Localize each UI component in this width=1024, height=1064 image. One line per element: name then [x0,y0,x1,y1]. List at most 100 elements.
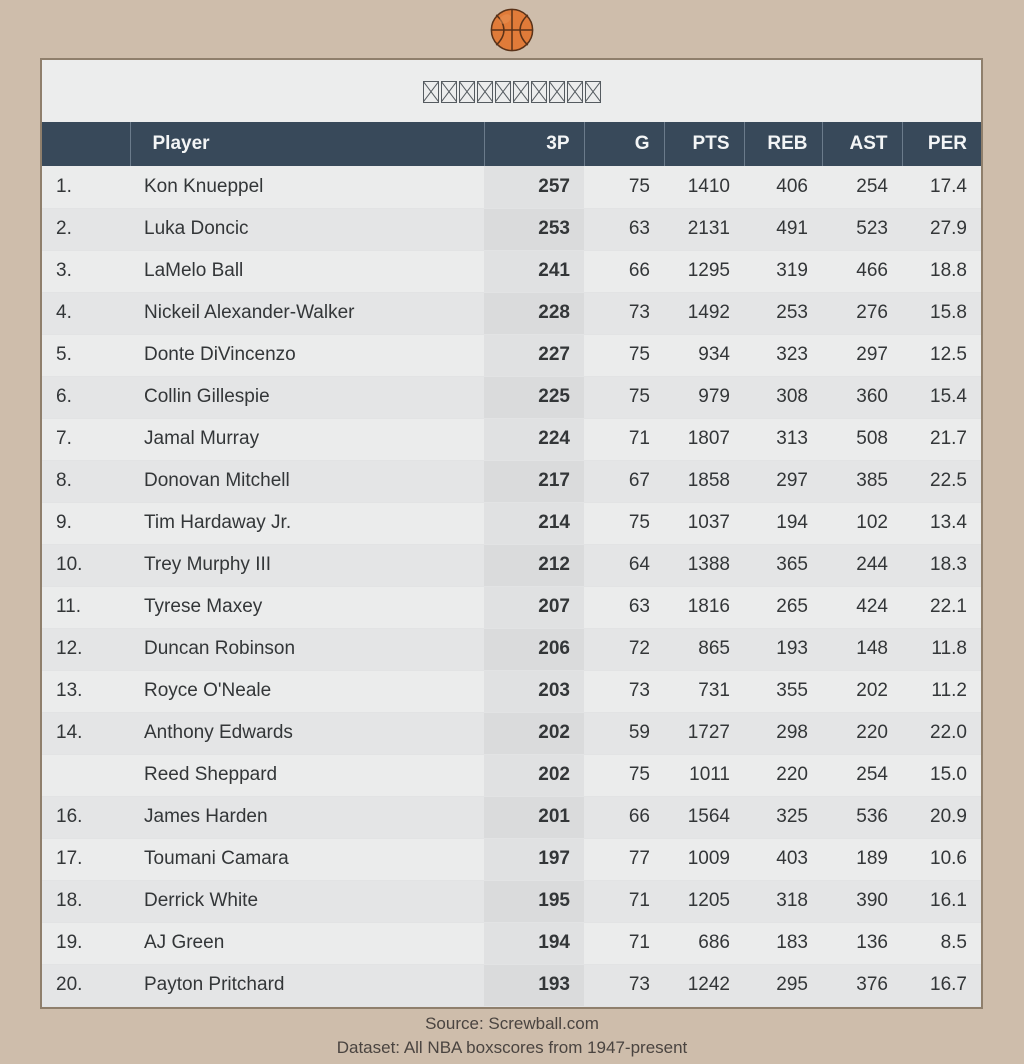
cell-player: Derrick White [130,880,484,923]
cell-player: Trey Murphy III [130,544,484,587]
column-header-ast[interactable]: AST [821,122,902,166]
cell-pts: 1205 [664,880,744,923]
cell-rank: 5. [42,334,130,377]
cell-pts: 1410 [664,166,744,209]
table-row[interactable]: 3. LaMelo Ball 241 66 1295 319 466 18.8 [42,250,981,293]
cell-ast: 189 [822,838,902,881]
cell-ast: 360 [822,376,902,419]
cell-pts: 1858 [664,460,744,503]
table-row[interactable]: 18. Derrick White 195 71 1205 318 390 16.1 [42,880,981,923]
table-row[interactable]: 5. Donte DiVincenzo 227 75 934 323 297 12.5 [42,334,981,377]
cell-3p: 227 [484,334,584,377]
column-header-player[interactable]: Player [129,122,484,166]
cell-per: 10.6 [902,838,981,881]
cell-ast: 390 [822,880,902,923]
cell-player: Collin Gillespie [130,376,484,419]
cell-3p: 206 [484,628,584,671]
cell-g: 73 [584,670,664,713]
cell-per: 15.8 [902,292,981,335]
cell-reb: 403 [744,838,822,881]
cell-g: 66 [584,250,664,293]
table-row[interactable]: 14. Anthony Edwards 202 59 1727 298 220 22.0 [42,712,981,755]
table-row[interactable]: 2. Luka Doncic 253 63 2131 491 523 27.9 [42,208,981,251]
table-row[interactable]: 16. James Harden 201 66 1564 325 536 20.9 [42,796,981,839]
table-row[interactable]: 17. Toumani Camara 197 77 1009 403 189 10.6 [42,838,981,881]
table-row[interactable]: 19. AJ Green 194 71 686 183 136 8.5 [42,922,981,965]
cell-3p: 195 [484,880,584,923]
cell-pts: 934 [664,334,744,377]
stats-table: Player 3P G PTS REB AST PER 1. Kon Knuepp… [42,122,981,1007]
table-row[interactable]: 11. Tyrese Maxey 207 63 1816 265 424 22.1 [42,586,981,629]
cell-g: 59 [584,712,664,755]
table-row[interactable]: 6. Collin Gillespie 225 75 979 308 360 15.4 [42,376,981,419]
cell-player: Anthony Edwards [130,712,484,755]
column-header-3p[interactable]: 3P [483,122,584,166]
column-header-pts[interactable]: PTS [663,122,744,166]
cell-3p: 217 [484,460,584,503]
cell-per: 15.0 [902,754,981,797]
cell-reb: 183 [744,922,822,965]
cell-pts: 1295 [664,250,744,293]
cell-per: 22.0 [902,712,981,755]
cell-pts: 1807 [664,418,744,461]
column-header-rank[interactable] [42,122,130,166]
cell-ast: 202 [822,670,902,713]
cell-reb: 491 [744,208,822,251]
cell-rank: 8. [42,460,130,503]
table-row[interactable]: 4. Nickeil Alexander-Walker 228 73 1492 253 27… [42,292,981,335]
missing-glyph-box [494,81,511,103]
cell-g: 75 [584,166,664,209]
cell-3p: 224 [484,418,584,461]
cell-per: 21.7 [902,418,981,461]
cell-3p: 207 [484,586,584,629]
cell-pts: 1009 [664,838,744,881]
missing-glyph-box [530,81,547,103]
cell-ast: 385 [822,460,902,503]
cell-g: 73 [584,964,664,1007]
cell-rank: 1. [42,166,130,209]
cell-rank [42,754,130,797]
cell-rank: 14. [42,712,130,755]
missing-glyph-box [566,81,583,103]
cell-player: Luka Doncic [130,208,484,251]
cell-rank: 19. [42,922,130,965]
cell-per: 11.8 [902,628,981,671]
cell-per: 22.1 [902,586,981,629]
missing-glyph-box [512,81,529,103]
cell-player: Payton Pritchard [130,964,484,1007]
cell-pts: 1492 [664,292,744,335]
cell-player: Donovan Mitchell [130,460,484,503]
cell-per: 18.3 [902,544,981,587]
cell-ast: 297 [822,334,902,377]
cell-g: 63 [584,208,664,251]
cell-reb: 298 [744,712,822,755]
cell-reb: 323 [744,334,822,377]
cell-per: 22.5 [902,460,981,503]
footer: Source: Screwball.com Dataset: All NBA b… [0,1012,1024,1060]
cell-3p: 225 [484,376,584,419]
column-header-g[interactable]: G [583,122,664,166]
cell-ast: 254 [822,166,902,209]
column-header-per[interactable]: PER [901,122,981,166]
cell-reb: 295 [744,964,822,1007]
cell-reb: 253 [744,292,822,335]
table-row[interactable]: 8. Donovan Mitchell 217 67 1858 297 385 22.5 [42,460,981,503]
cell-per: 17.4 [902,166,981,209]
table-row[interactable]: 12. Duncan Robinson 206 72 865 193 148 11.8 [42,628,981,671]
table-row[interactable]: 10. Trey Murphy III 212 64 1388 365 244 18.3 [42,544,981,587]
cell-player: Toumani Camara [130,838,484,881]
table-row[interactable]: 9. Tim Hardaway Jr. 214 75 1037 194 102 13.4 [42,502,981,545]
column-header-reb[interactable]: REB [743,122,822,166]
table-row[interactable]: Reed Sheppard 202 75 1011 220 254 15.0 [42,754,981,797]
cell-player: AJ Green [130,922,484,965]
table-row[interactable]: 13. Royce O'Neale 203 73 731 355 202 11.2 [42,670,981,713]
cell-per: 8.5 [902,922,981,965]
cell-pts: 2131 [664,208,744,251]
cell-ast: 102 [822,502,902,545]
table-row[interactable]: 20. Payton Pritchard 193 73 1242 295 376 16.7 [42,964,981,1007]
cell-player: Tim Hardaway Jr. [130,502,484,545]
table-row[interactable]: 1. Kon Knueppel 257 75 1410 406 254 17.4 [42,166,981,209]
cell-g: 67 [584,460,664,503]
table-row[interactable]: 7. Jamal Murray 224 71 1807 313 508 21.7 [42,418,981,461]
cell-3p: 228 [484,292,584,335]
